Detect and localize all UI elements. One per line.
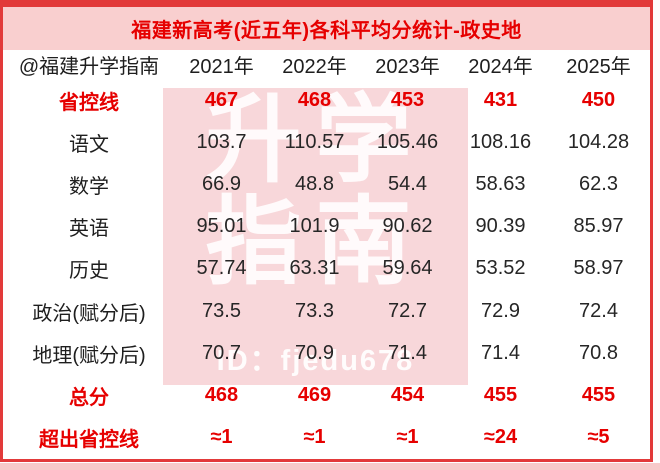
- row-label: 英语: [69, 218, 109, 241]
- cell-value: 454: [390, 384, 425, 407]
- cell-value: 58.63: [475, 173, 526, 196]
- cell-value: 90.62: [382, 215, 433, 238]
- cell-value: 70.8: [579, 341, 618, 364]
- cell-value: 70.7: [202, 341, 241, 364]
- cell-value: 469: [297, 384, 332, 407]
- cell-value: 53.52: [475, 257, 526, 280]
- cell-value: 71.4: [388, 341, 427, 364]
- cell-value: 73.3: [295, 299, 334, 322]
- cell-value: ≈1: [210, 426, 233, 449]
- cell-value: 54.4: [388, 173, 427, 196]
- cell-value: 59.64: [382, 257, 433, 280]
- stats-card: 福建新高考(近五年)各科平均分统计-政史地 升学 指南 ID：fjedu678 …: [0, 0, 653, 462]
- table-row: 英语 95.01 101.9 90.62 90.39 85.97: [3, 206, 650, 248]
- cell-value: 468: [297, 88, 332, 111]
- table-row: 历史 57.74 63.31 59.64 53.52 58.97: [3, 248, 650, 290]
- row-label: 省控线: [59, 91, 119, 114]
- cell-value: 110.57: [284, 130, 345, 153]
- watermark-line1: 升学: [205, 88, 426, 194]
- cell-value: 103.7: [196, 130, 247, 153]
- cell-value: ≈24: [483, 426, 518, 449]
- watermark-line2: 指南: [205, 188, 426, 296]
- year-header: 2021年: [189, 56, 254, 78]
- table-row: 超出省控线 ≈1 ≈1 ≈1 ≈24 ≈5: [3, 417, 650, 459]
- table-row: 政治(赋分后) 73.5 73.3 72.7 72.9 72.4: [3, 290, 650, 332]
- table-row: 省控线 467 468 453 431 450: [3, 79, 650, 121]
- cell-value: 73.5: [202, 299, 241, 322]
- cell-value: 455: [483, 384, 518, 407]
- cell-value: 85.97: [573, 215, 624, 238]
- cell-value: 450: [581, 88, 616, 111]
- row-label: 地理(赋分后): [32, 344, 146, 367]
- cell-value: 108.16: [469, 130, 532, 153]
- row-label: 语文: [69, 133, 109, 156]
- watermark: 升学 指南 ID：fjedu678: [163, 88, 468, 385]
- cell-value: 101.9: [289, 215, 340, 238]
- cell-value: ≈5: [587, 426, 610, 449]
- cell-value: 455: [581, 384, 616, 407]
- cell-value: 72.9: [481, 299, 520, 322]
- watermark-id: ID：fjedu678: [216, 345, 415, 377]
- cell-value: 468: [204, 384, 239, 407]
- year-header: 2024年: [468, 56, 533, 78]
- row-label: 历史: [69, 260, 109, 283]
- page-title: 福建新高考(近五年)各科平均分统计-政史地: [131, 20, 522, 42]
- cell-value: 66.9: [202, 173, 241, 196]
- stats-table: @福建升学指南 2021年 2022年 2023年 2024年 2025年 省控线 467…: [3, 50, 650, 459]
- cell-value: 105.46: [376, 130, 439, 153]
- cell-value: 95.01: [196, 215, 247, 238]
- year-header: 2023年: [375, 56, 440, 78]
- cell-value: 104.28: [567, 130, 630, 153]
- row-label: 超出省控线: [39, 429, 139, 452]
- table-row: 数学 66.9 48.8 54.4 58.63 62.3: [3, 163, 650, 205]
- row-label: 数学: [69, 176, 109, 199]
- row-label: 总分: [69, 387, 109, 410]
- watermark-characters: 升学 指南: [163, 90, 468, 294]
- cell-value: 71.4: [481, 341, 520, 364]
- bottom-strip: [0, 463, 660, 470]
- cell-value: 431: [483, 88, 518, 111]
- table-row: 语文 103.7 110.57 105.46 108.16 104.28: [3, 121, 650, 163]
- cell-value: 90.39: [475, 215, 526, 238]
- cell-value: 72.7: [388, 299, 427, 322]
- cell-value: 63.31: [289, 257, 340, 280]
- account-handle: @福建升学指南: [18, 56, 160, 78]
- cell-value: ≈1: [303, 426, 326, 449]
- title-bar: 福建新高考(近五年)各科平均分统计-政史地: [3, 7, 650, 50]
- cell-value: 57.74: [196, 257, 247, 280]
- year-header: 2022年: [282, 56, 347, 78]
- table-header-row: @福建升学指南 2021年 2022年 2023年 2024年 2025年: [3, 50, 650, 79]
- year-header: 2025年: [566, 56, 631, 78]
- cell-value: 72.4: [579, 299, 618, 322]
- cell-value: 62.3: [579, 173, 618, 196]
- row-label: 政治(赋分后): [32, 302, 146, 325]
- cell-value: 453: [390, 88, 425, 111]
- table-row: 地理(赋分后) 70.7 70.9 71.4 71.4 70.8: [3, 332, 650, 374]
- cell-value: 58.97: [573, 257, 624, 280]
- table-row: 总分 468 469 454 455 455: [3, 375, 650, 417]
- cell-value: 467: [204, 88, 239, 111]
- cell-value: ≈1: [396, 426, 419, 449]
- cell-value: 48.8: [295, 173, 334, 196]
- cell-value: 70.9: [295, 341, 334, 364]
